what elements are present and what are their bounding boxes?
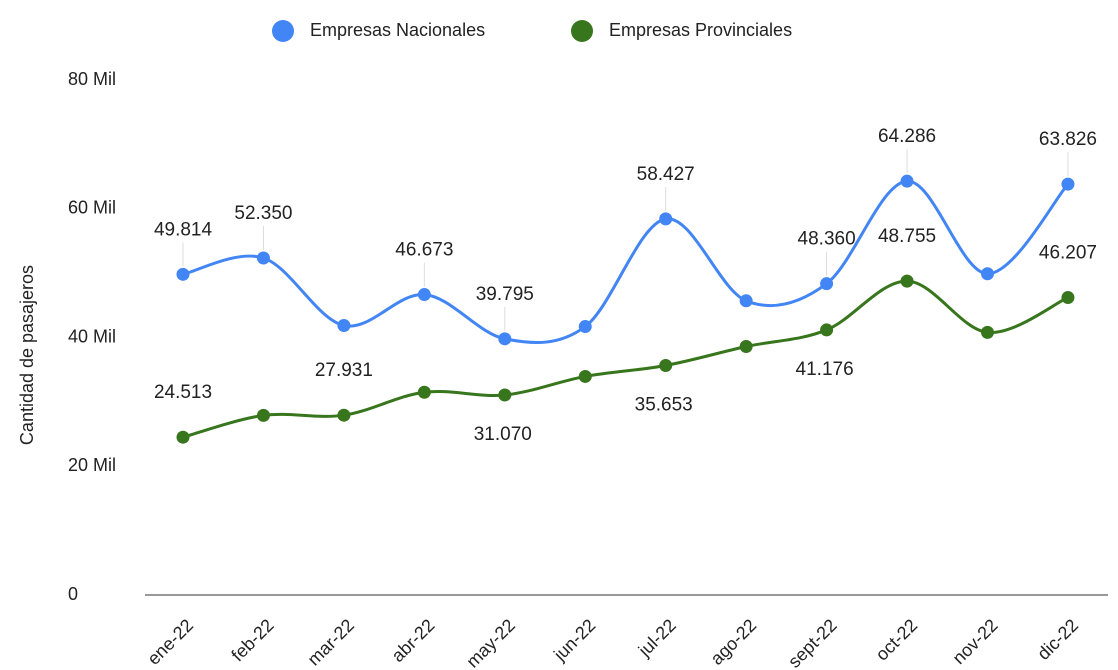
data-point: [176, 267, 190, 281]
data-point: [1061, 177, 1075, 191]
series-line: [182, 179, 1070, 345]
data-point: [981, 325, 994, 339]
y-tick-label: 40 Mil: [68, 326, 116, 346]
data-point: [900, 274, 914, 288]
data-point: [498, 388, 512, 402]
y-tick-label: 80 Mil: [68, 69, 116, 89]
data-label: 39.795: [476, 284, 534, 305]
x-tick-label: dic-22: [1033, 615, 1082, 664]
data-point: [417, 385, 431, 399]
x-tick-label: jun-22: [549, 615, 599, 665]
data-point: [659, 212, 673, 226]
y-axis-title: Cantidad de pasajeros: [17, 265, 37, 445]
y-tick-label: 0: [68, 584, 78, 604]
legend-label: Empresas Provinciales: [609, 20, 792, 40]
data-label: 31.070: [474, 424, 532, 445]
data-label: 48.755: [878, 226, 936, 247]
data-point: [337, 408, 351, 422]
data-label: 41.176: [796, 359, 854, 380]
data-point: [417, 288, 431, 302]
data-label: 52.350: [234, 203, 292, 224]
data-label: 63.826: [1039, 129, 1097, 150]
data-label: 27.931: [315, 360, 373, 381]
data-label: 46.207: [1039, 243, 1097, 264]
data-label: 64.286: [878, 126, 936, 147]
legend-swatch: [571, 20, 593, 42]
data-label: 46.673: [395, 240, 453, 261]
data-point: [256, 251, 270, 265]
data-point: [337, 319, 351, 333]
data-point: [820, 277, 834, 291]
x-tick-label: feb-22: [227, 615, 277, 665]
x-tick-label: mar-22: [304, 615, 358, 669]
x-tick-label: may-22: [462, 615, 519, 670]
data-label: 48.360: [798, 229, 856, 250]
data-point: [256, 408, 270, 422]
legend-swatch: [272, 20, 294, 42]
x-tick-label: abr-22: [388, 615, 439, 666]
data-point: [578, 369, 592, 383]
data-point: [739, 340, 753, 354]
x-tick-label: sept-22: [784, 615, 841, 670]
y-tick-label: 20 Mil: [68, 455, 116, 475]
legend-label: Empresas Nacionales: [310, 20, 485, 40]
data-point: [578, 320, 592, 334]
data-point: [820, 323, 834, 337]
data-label: 49.814: [154, 219, 213, 240]
y-tick-label: 60 Mil: [68, 198, 116, 218]
data-point: [176, 430, 190, 444]
data-point: [981, 267, 994, 281]
data-point: [498, 332, 512, 346]
data-label: 24.513: [154, 382, 212, 403]
x-tick-label: oct-22: [872, 615, 922, 665]
data-point: [659, 358, 673, 372]
data-point: [1061, 291, 1075, 305]
data-label: 35.653: [635, 394, 693, 415]
x-tick-label: ago-22: [707, 615, 761, 669]
data-point: [900, 174, 914, 188]
x-tick-label: ene-22: [143, 615, 197, 669]
data-label: 58.427: [637, 164, 695, 185]
data-point: [739, 294, 753, 308]
x-tick-label: nov-22: [949, 615, 1002, 668]
x-tick-label: jul-22: [634, 615, 680, 661]
